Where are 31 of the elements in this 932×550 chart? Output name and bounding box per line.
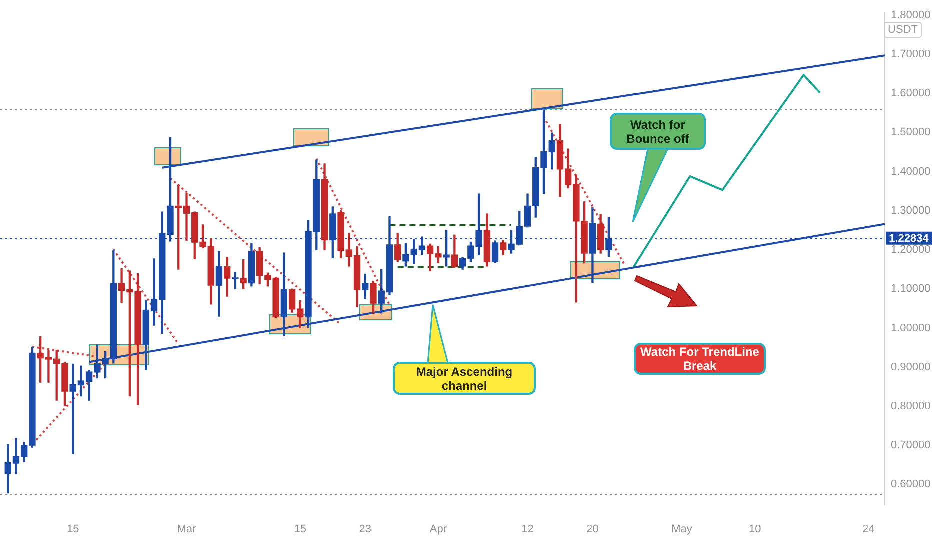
y-tick-label: 1.00000 bbox=[891, 322, 931, 334]
y-tick-label: 0.60000 bbox=[891, 478, 931, 491]
x-tick-label: 15 bbox=[294, 524, 307, 536]
callout: Watch for Bounce off bbox=[610, 113, 706, 223]
x-tick-label: 12 bbox=[522, 524, 534, 536]
x-tick-label: Apr bbox=[430, 524, 448, 536]
y-tick-label: 0.70000 bbox=[891, 440, 931, 452]
y-tick-label: 1.80000 bbox=[891, 9, 931, 22]
x-tick-label: 23 bbox=[359, 524, 372, 536]
y-tick-label: 0.80000 bbox=[891, 400, 931, 412]
ref-line-label: 1.22834 bbox=[889, 232, 930, 245]
candlestick bbox=[232, 272, 239, 290]
y-tick-label: 1.70000 bbox=[891, 48, 931, 60]
y-tick-label: 1.60000 bbox=[891, 88, 931, 100]
y-tick-label: 0.90000 bbox=[891, 361, 931, 374]
annotation: Watch for Bounce off bbox=[610, 113, 706, 150]
x-tick-label: May bbox=[672, 524, 693, 536]
x-tick-label: 15 bbox=[66, 524, 80, 536]
y-tick-label: 1.50000 bbox=[891, 126, 931, 139]
x-tick-label: Mar bbox=[177, 524, 197, 536]
y-tick-label: 1.10000 bbox=[891, 283, 931, 296]
x-tick-label: 20 bbox=[586, 524, 599, 536]
x-tick-label: 24 bbox=[862, 524, 875, 536]
annotation: Major Ascending channel bbox=[393, 362, 536, 395]
callout: Watch For TrendLine Break bbox=[634, 343, 766, 375]
y-tick-label: 1.30000 bbox=[891, 204, 931, 217]
y-tick-label: 1.40000 bbox=[891, 166, 931, 178]
y-axis-title: USDT bbox=[884, 22, 922, 38]
y-tick-label: 1.20000 bbox=[891, 244, 931, 256]
x-tick-label: 10 bbox=[748, 524, 762, 536]
callout: Major Ascending channel bbox=[393, 305, 536, 395]
